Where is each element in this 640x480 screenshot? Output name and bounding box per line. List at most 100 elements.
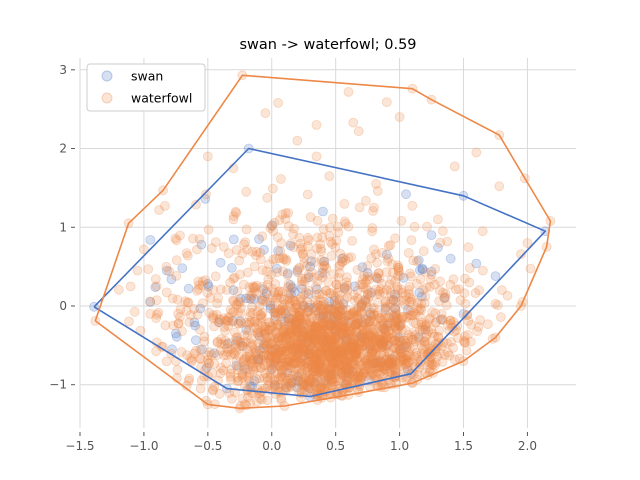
waterfowl-point	[344, 364, 355, 375]
waterfowl-point	[336, 367, 347, 378]
swan-point	[349, 281, 360, 292]
waterfowl-point	[323, 349, 334, 360]
waterfowl-point	[204, 307, 215, 318]
waterfowl-point	[233, 361, 244, 372]
waterfowl-point	[283, 319, 293, 330]
waterfowl-point	[326, 344, 337, 355]
waterfowl-point	[249, 344, 260, 355]
waterfowl-point	[317, 332, 328, 343]
y-tick-label: −1	[49, 378, 67, 392]
waterfowl-point	[275, 361, 286, 372]
swan-point	[356, 300, 367, 311]
swan-point	[311, 284, 322, 295]
waterfowl-point	[314, 335, 325, 346]
waterfowl-point	[143, 264, 154, 275]
waterfowl-point	[360, 361, 371, 371]
waterfowl-point	[291, 326, 302, 337]
waterfowl-point	[442, 320, 453, 330]
waterfowl-point	[262, 372, 273, 383]
waterfowl-point	[320, 337, 331, 348]
waterfowl-point	[269, 307, 280, 318]
waterfowl-point	[299, 323, 310, 333]
swan-point	[416, 291, 427, 302]
waterfowl-point	[318, 318, 329, 329]
waterfowl-point	[248, 364, 259, 375]
waterfowl-point	[316, 344, 326, 355]
waterfowl-point	[325, 318, 336, 329]
waterfowl-point	[377, 323, 388, 334]
waterfowl-point	[390, 365, 401, 376]
waterfowl-point	[312, 300, 323, 311]
waterfowl-point	[263, 324, 274, 335]
waterfowl-point	[339, 355, 350, 366]
waterfowl-point	[324, 288, 335, 299]
waterfowl-point	[389, 362, 400, 373]
waterfowl-point	[397, 356, 408, 367]
swan-point	[340, 335, 351, 346]
waterfowl-point	[293, 326, 304, 337]
waterfowl-point	[289, 351, 300, 361]
swan-point	[232, 335, 243, 346]
waterfowl-point	[269, 314, 280, 325]
swan-point	[382, 320, 393, 331]
waterfowl-point	[311, 364, 322, 375]
waterfowl-point	[273, 332, 284, 343]
legend-label-waterfowl: waterfowl	[131, 91, 192, 106]
waterfowl-point	[341, 326, 352, 337]
swan-point	[317, 267, 328, 278]
waterfowl-point	[273, 320, 284, 330]
waterfowl-point	[338, 347, 349, 358]
waterfowl-point	[444, 325, 455, 336]
waterfowl-point	[233, 308, 243, 319]
waterfowl-point	[221, 358, 232, 369]
waterfowl-point	[320, 285, 331, 296]
waterfowl-point	[362, 364, 373, 374]
waterfowl-point	[379, 336, 390, 347]
waterfowl-point	[336, 350, 347, 361]
swan-point	[413, 255, 424, 266]
waterfowl-point	[360, 277, 371, 288]
waterfowl-point	[307, 361, 317, 372]
waterfowl-point	[362, 323, 373, 334]
waterfowl-point	[344, 373, 355, 384]
waterfowl-point	[393, 346, 404, 357]
waterfowl-point	[313, 308, 324, 319]
waterfowl-point	[284, 373, 295, 384]
waterfowl-point	[208, 385, 219, 396]
waterfowl-point	[317, 320, 328, 331]
swan-point	[290, 317, 301, 328]
swan-point	[303, 272, 314, 283]
swan-point	[161, 265, 172, 276]
waterfowl-point	[414, 325, 425, 336]
waterfowl-point	[405, 268, 415, 279]
waterfowl-point	[299, 253, 309, 263]
waterfowl-point	[291, 341, 302, 352]
waterfowl-point	[171, 255, 182, 266]
waterfowl-point	[331, 308, 342, 319]
waterfowl-point	[281, 326, 292, 337]
waterfowl-point	[295, 339, 306, 350]
waterfowl-point	[401, 354, 412, 365]
waterfowl-point	[434, 296, 445, 307]
waterfowl-point	[368, 340, 379, 351]
swan-point	[338, 299, 349, 310]
waterfowl-point	[379, 349, 390, 360]
waterfowl-point	[366, 331, 377, 341]
waterfowl-point	[460, 337, 471, 348]
waterfowl-point	[348, 355, 359, 366]
waterfowl-point	[209, 381, 220, 392]
waterfowl-point	[332, 319, 343, 330]
waterfowl-point	[204, 358, 215, 368]
waterfowl-point	[355, 372, 366, 383]
waterfowl-point	[427, 359, 438, 370]
waterfowl-point	[341, 366, 351, 377]
waterfowl-point	[361, 283, 372, 294]
waterfowl-point	[267, 363, 278, 374]
waterfowl-point	[212, 337, 223, 348]
waterfowl-point	[318, 321, 328, 332]
waterfowl-point	[386, 333, 397, 344]
waterfowl-point	[259, 343, 269, 354]
waterfowl-point	[379, 364, 390, 375]
waterfowl-point	[372, 186, 383, 196]
